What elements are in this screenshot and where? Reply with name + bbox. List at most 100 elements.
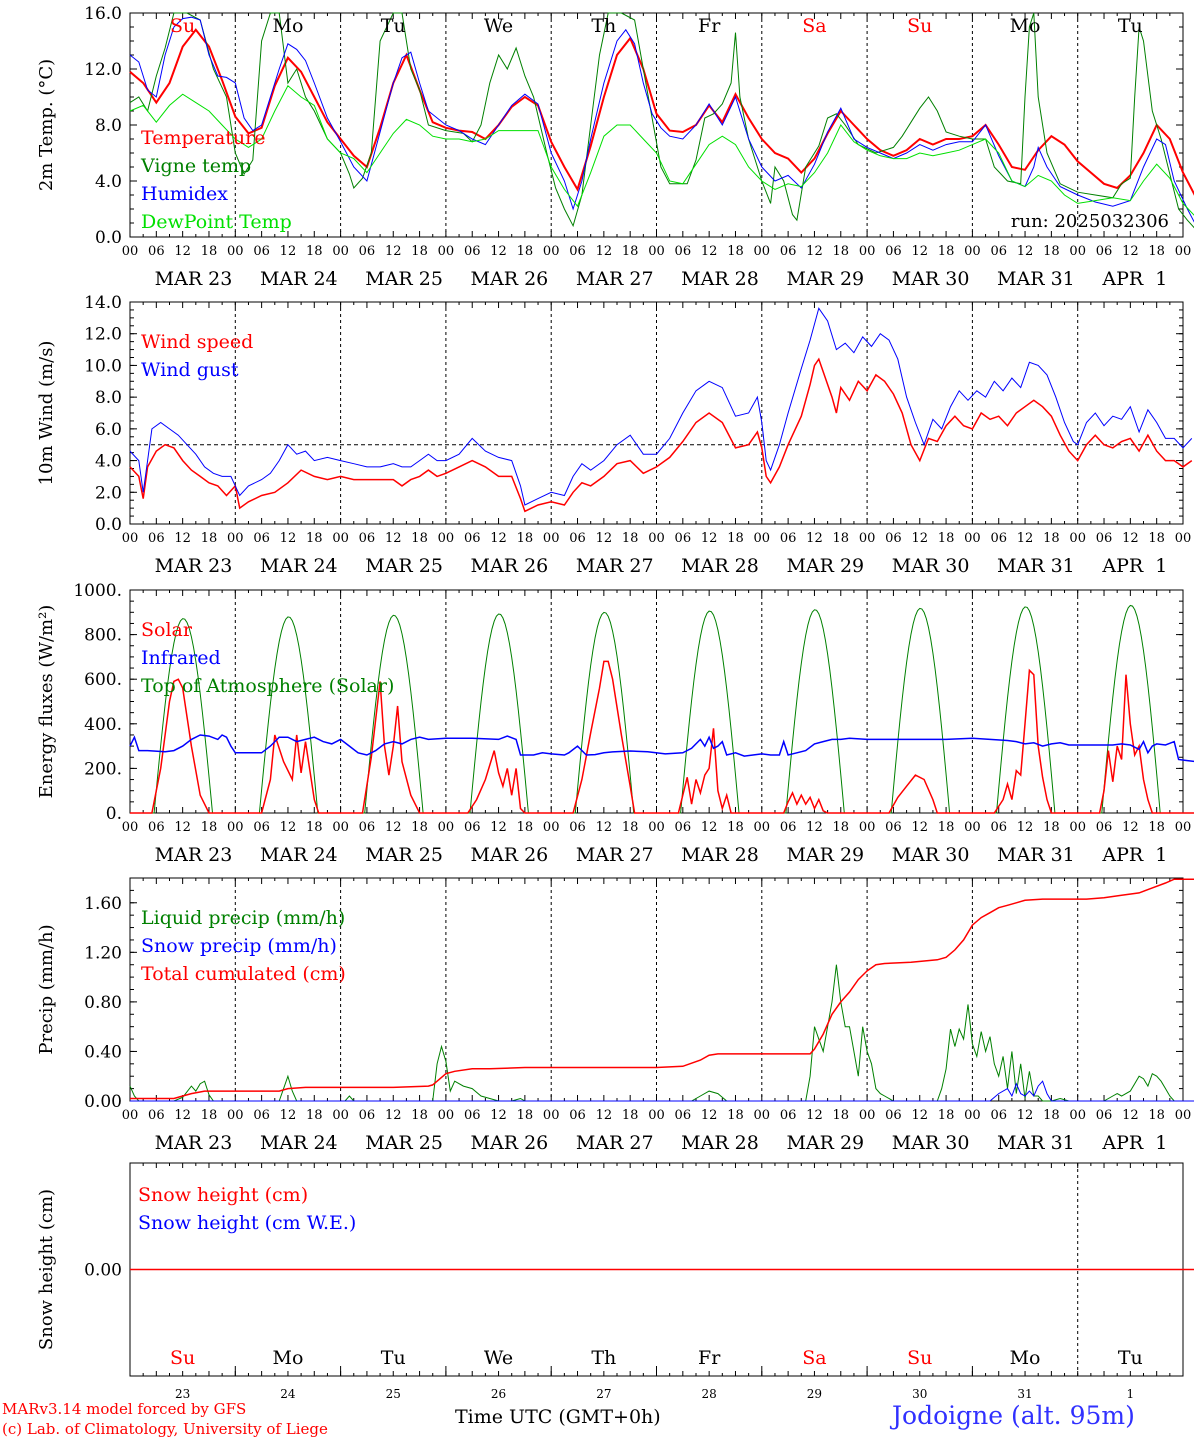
hour-tick-label: 00 xyxy=(227,244,244,259)
date-label: MAR 24 xyxy=(260,555,338,577)
hour-tick-label: 00 xyxy=(543,531,560,546)
hour-tick-label: 06 xyxy=(253,1108,270,1123)
legend-label: Snow height (cm) xyxy=(138,1184,308,1206)
hour-tick-label: 18 xyxy=(201,1108,218,1123)
panel-4: 0.00 0.40 0.80 1.20 1.60 Precip (mm/h) Liquid … xyxy=(36,877,1194,1154)
hour-tick-label: 12 xyxy=(385,531,402,546)
day-abbr-label: Su xyxy=(170,15,195,37)
date-label: MAR 29 xyxy=(786,268,864,290)
date-label: MAR 31 xyxy=(997,268,1075,290)
date-label: MAR 27 xyxy=(576,844,654,866)
hour-tick-label: 00 xyxy=(1069,244,1086,259)
hour-tick-label: 12 xyxy=(280,244,297,259)
hour-tick-label: 06 xyxy=(1096,1108,1113,1123)
hour-tick-label: 12 xyxy=(701,1108,718,1123)
date-label: MAR 30 xyxy=(892,1132,970,1154)
hour-tick-label: 12 xyxy=(596,531,613,546)
hour-tick-label: 06 xyxy=(675,1108,692,1123)
hour-tick-label: 00 xyxy=(438,531,455,546)
date-label: APR 1 xyxy=(1101,844,1167,866)
hour-tick-label: 18 xyxy=(517,244,534,259)
day-number-label: 30 xyxy=(912,1387,927,1401)
panel-frame xyxy=(129,12,1184,238)
hour-tick-label: 18 xyxy=(306,820,323,835)
hour-tick-label: 12 xyxy=(1017,820,1034,835)
date-label: MAR 29 xyxy=(786,844,864,866)
hour-tick-label: 12 xyxy=(911,244,928,259)
hour-tick-label: 12 xyxy=(596,820,613,835)
hour-tick-label: 00 xyxy=(122,820,139,835)
hour-tick-label: 06 xyxy=(464,820,481,835)
hour-tick-label: 06 xyxy=(1096,531,1113,546)
date-label: MAR 28 xyxy=(681,1132,759,1154)
legend-label: Liquid precip (mm/h) xyxy=(141,907,345,929)
hour-tick-label: 06 xyxy=(885,820,902,835)
date-label: MAR 28 xyxy=(681,268,759,290)
y-axis-label: Snow height (cm) xyxy=(36,1189,57,1350)
y-tick-label: 2.0 xyxy=(95,483,122,503)
y-tick-label: 600. xyxy=(84,670,122,690)
legend-label: Wind gust xyxy=(141,359,239,381)
day-abbr-label: Tu xyxy=(381,15,406,37)
location-label: Jodoigne (alt. 95m) xyxy=(892,1401,1135,1430)
hour-tick-label: 00 xyxy=(1069,820,1086,835)
y-tick-label: 0.00 xyxy=(84,1092,122,1112)
hour-tick-label: 06 xyxy=(990,820,1007,835)
series-line-total-cumulated-cm- xyxy=(130,878,1194,1100)
hour-tick-label: 00 xyxy=(648,531,665,546)
panel-3: 0. 200. 400. 600. 800. 1000. Energy fluxes (W/… xyxy=(36,581,1194,866)
y-tick-label: 12.0 xyxy=(84,325,122,345)
hour-tick-label: 18 xyxy=(1148,1108,1165,1123)
hour-tick-label: 06 xyxy=(464,244,481,259)
hour-tick-label: 06 xyxy=(780,531,797,546)
legend-label: Snow height (cm W.E.) xyxy=(138,1212,356,1234)
hour-tick-label: 18 xyxy=(201,820,218,835)
hour-tick-label: 18 xyxy=(1043,1108,1060,1123)
y-tick-label: 0. xyxy=(106,804,122,824)
hour-tick-label: 06 xyxy=(780,820,797,835)
day-number-label: 23 xyxy=(175,1387,190,1401)
hour-tick-label: 06 xyxy=(464,1108,481,1123)
hour-tick-label: 06 xyxy=(885,531,902,546)
hour-tick-label: 06 xyxy=(675,244,692,259)
hour-tick-label: 12 xyxy=(911,1108,928,1123)
hour-tick-label: 06 xyxy=(359,1108,376,1123)
y-tick-label: 8.0 xyxy=(95,116,122,136)
date-label: APR 1 xyxy=(1101,555,1167,577)
credit-line-lab: (c) Lab. of Climatology, University of L… xyxy=(2,1420,328,1438)
hour-tick-label: 18 xyxy=(833,244,850,259)
date-label: MAR 31 xyxy=(997,1132,1075,1154)
hour-tick-label: 18 xyxy=(1043,244,1060,259)
hour-tick-label: 00 xyxy=(754,244,771,259)
day-abbr-label: Mo xyxy=(1010,1347,1041,1369)
y-tick-label: 6.0 xyxy=(95,420,122,440)
hour-tick-label: 18 xyxy=(727,820,744,835)
hour-tick-label: 12 xyxy=(490,820,507,835)
hour-tick-label: 18 xyxy=(306,531,323,546)
y-axis-label: 2m Temp. (°C) xyxy=(36,59,57,191)
hour-tick-label: 00 xyxy=(754,531,771,546)
day-abbr-label: Mo xyxy=(272,1347,303,1369)
hour-tick-label: 18 xyxy=(833,531,850,546)
hour-tick-label: 00 xyxy=(438,244,455,259)
legend-label: Top of Atmosphere (Solar) xyxy=(141,675,394,697)
hour-tick-label: 18 xyxy=(411,820,428,835)
day-number-label: 1 xyxy=(1127,1387,1135,1401)
hour-tick-label: 06 xyxy=(464,531,481,546)
y-axis-label: Precip (mm/h) xyxy=(36,924,57,1054)
hour-tick-label: 00 xyxy=(859,244,876,259)
hour-tick-label: 18 xyxy=(938,1108,955,1123)
date-label: MAR 31 xyxy=(997,555,1075,577)
panel-frame xyxy=(129,589,1184,814)
hour-tick-label: 18 xyxy=(306,244,323,259)
hour-tick-label: 12 xyxy=(806,1108,823,1123)
hour-tick-label: 00 xyxy=(543,244,560,259)
hour-tick-label: 12 xyxy=(1122,820,1139,835)
legend-label: Total cumulated (cm) xyxy=(141,963,346,985)
hour-tick-label: 12 xyxy=(596,244,613,259)
hour-tick-label: 12 xyxy=(911,531,928,546)
date-label: MAR 23 xyxy=(155,555,233,577)
panel-2: 0.0 2.0 4.0 6.0 8.0 10.0 12.0 14.0 10m Wind (m/s… xyxy=(36,293,1193,577)
hour-tick-label: 06 xyxy=(359,820,376,835)
